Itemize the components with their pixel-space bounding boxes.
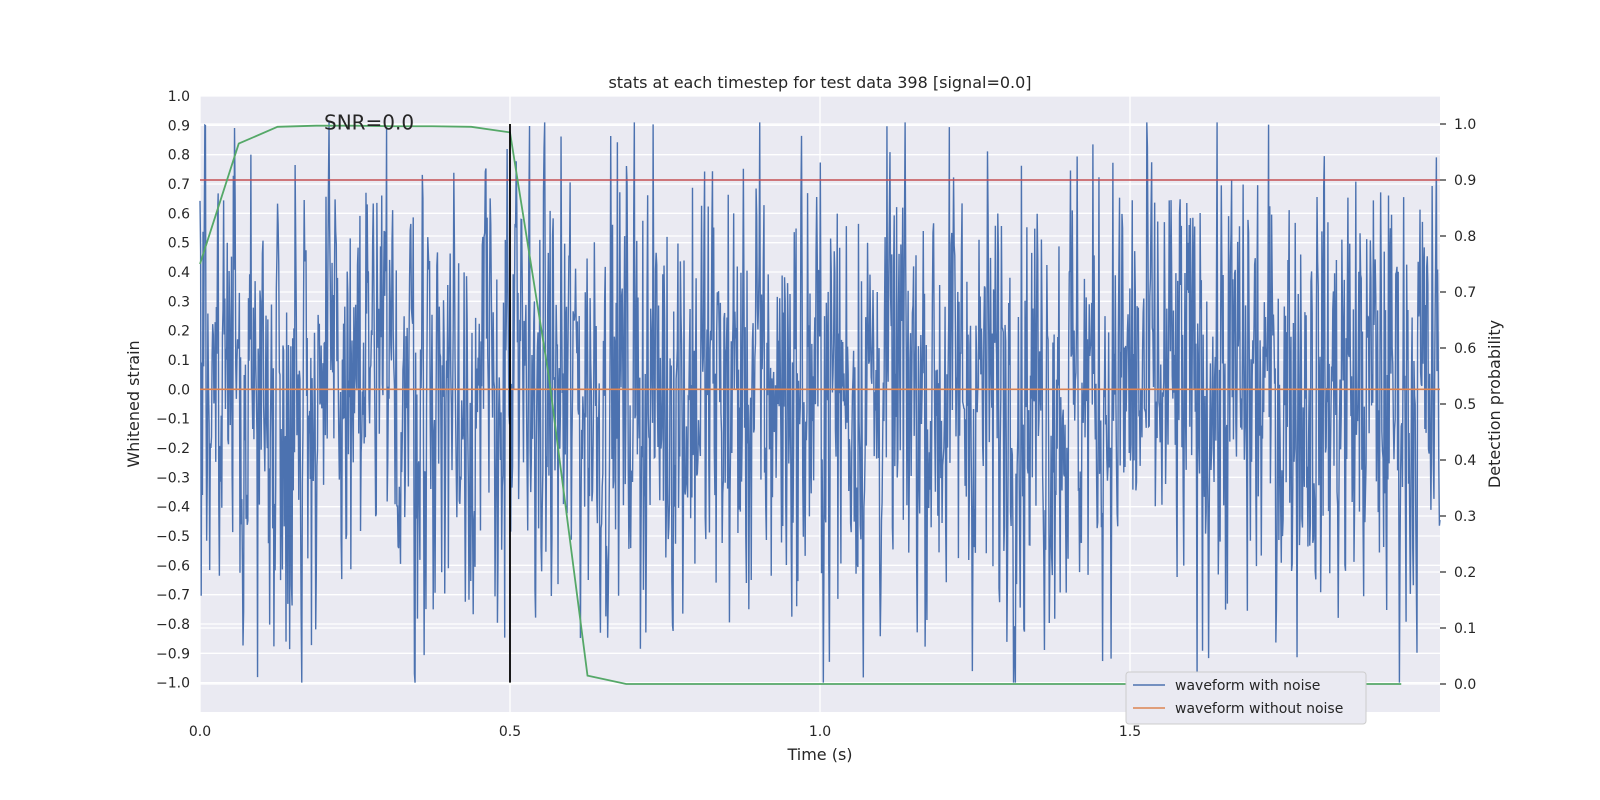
y2-axis-label: Detection probability [1485, 320, 1504, 488]
y-tick-label: 0.5 [168, 236, 190, 252]
y2-tick-label: 0.2 [1454, 565, 1476, 581]
y2-tick-label: 0.4 [1454, 453, 1476, 469]
y-tick-label: −0.3 [156, 470, 190, 486]
y-tick-label: 0.0 [168, 382, 190, 398]
y-tick-label: 1.0 [168, 89, 190, 105]
y2-tick-label: 0.8 [1454, 229, 1476, 245]
y-tick-label: 0.8 [168, 148, 190, 164]
y2-tick-label: 0.0 [1454, 677, 1476, 693]
y-tick-label: 0.7 [168, 177, 190, 193]
y-tick-label: 0.4 [168, 265, 190, 281]
y-tick-label: −0.6 [156, 558, 190, 574]
y-tick-label: −0.2 [156, 441, 190, 457]
legend-label-clean: waveform without noise [1175, 701, 1343, 717]
x-axis-ticks: 0.0 0.5 1.0 1.5 [189, 724, 1141, 740]
y2-tick-label: 0.9 [1454, 173, 1476, 189]
y-tick-label: −0.1 [156, 412, 190, 428]
legend-box [1125, 671, 1367, 725]
y2-tick-label: 0.6 [1454, 341, 1476, 357]
y-tick-label: −0.5 [156, 529, 190, 545]
y-tick-label: −1.0 [156, 676, 190, 692]
chart-title: stats at each timestep for test data 398… [608, 73, 1031, 92]
x-tick-label: 0.5 [499, 724, 521, 740]
y2-tick-label: 0.7 [1454, 285, 1476, 301]
y-tick-label: −0.8 [156, 617, 190, 633]
y-tick-label: −0.7 [156, 588, 190, 604]
y-tick-label: 0.9 [168, 118, 190, 134]
x-tick-label: 0.0 [189, 724, 211, 740]
y-tick-label: 0.6 [168, 206, 190, 222]
y-axis-label: Whitened strain [124, 340, 143, 467]
y-tick-label: 0.2 [168, 324, 190, 340]
y-tick-label: −0.9 [156, 646, 190, 662]
noise-waveform-line [199, 122, 1441, 683]
y2-tick-label: 0.3 [1454, 509, 1476, 525]
y2-axis-ticks: 1.0 0.9 0.8 0.7 0.6 0.5 0.4 0.3 0.2 0.1 0.0 [1440, 117, 1476, 693]
legend: waveform with noise waveform without noi… [1125, 671, 1367, 725]
snr-annotation: SNR=0.0 [324, 110, 414, 134]
y2-tick-label: 0.5 [1454, 397, 1476, 413]
x-axis-label: Time (s) [786, 745, 852, 764]
x-tick-label: 1.0 [809, 724, 831, 740]
legend-label-noise: waveform with noise [1175, 678, 1320, 694]
y2-tick-label: 0.1 [1454, 621, 1476, 637]
y-tick-label: −0.4 [156, 500, 190, 516]
x-tick-label: 1.5 [1119, 724, 1141, 740]
y-tick-label: 0.1 [168, 353, 190, 369]
y-axis-ticks: 1.0 0.9 0.8 0.7 0.6 0.5 0.4 0.3 0.2 0.1 0.0 −0.1 −0.… [156, 89, 190, 692]
y-tick-label: 0.3 [168, 294, 190, 310]
y2-tick-label: 1.0 [1454, 117, 1476, 133]
